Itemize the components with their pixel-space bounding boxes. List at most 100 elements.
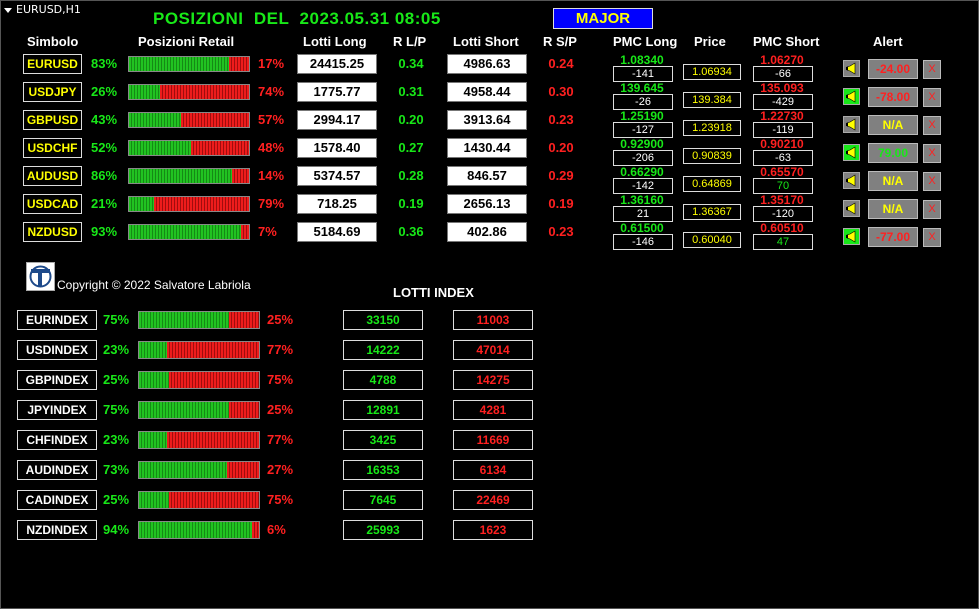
index-lotti-short: 47014 [453, 340, 533, 360]
symbol-button-gbpusd[interactable]: GBPUSD [23, 110, 82, 130]
pmc-short-diff: 47 [753, 234, 813, 250]
alert-value[interactable]: -77.00 [868, 227, 918, 247]
short-bar-fill [229, 312, 259, 328]
long-bar-fill [139, 492, 169, 508]
r-lp-value: 0.27 [398, 140, 424, 155]
remove-alert-button[interactable]: X [923, 228, 941, 247]
chart-symbol-label[interactable]: EURUSD,H1 [4, 3, 81, 16]
index-lotti-short: 6134 [453, 460, 533, 480]
long-bar-fill [129, 169, 233, 183]
lotti-short-value: 4958.44 [447, 82, 527, 102]
col-header-lotti-long: Lotti Long [303, 34, 367, 49]
lotti-short-value: 846.57 [447, 166, 527, 186]
index-lotti-short: 1623 [453, 520, 533, 540]
alert-bell-icon[interactable] [843, 172, 860, 189]
alert-value[interactable]: -24.00 [868, 59, 918, 79]
remove-alert-button[interactable]: X [923, 144, 941, 163]
lotti-short-value: 4986.63 [447, 54, 527, 74]
r-sp-value: 0.24 [548, 56, 574, 71]
alert-bell-icon[interactable] [843, 60, 860, 77]
pmc-long-diff: -146 [613, 234, 673, 250]
long-bar-fill [139, 522, 252, 538]
page-title: POSIZIONI DEL 2023.05.31 08:05 [153, 9, 441, 28]
index-button-nzdindex[interactable]: NZDINDEX [17, 520, 97, 540]
symbol-button-eurusd[interactable]: EURUSD [23, 54, 82, 74]
pmc-short-diff: -66 [753, 66, 813, 82]
lotti-long-value: 5184.69 [297, 222, 377, 242]
alert-bell-icon[interactable] [843, 144, 860, 161]
retail-position-bar [128, 84, 250, 100]
long-bar-fill [139, 402, 229, 418]
r-sp-value: 0.23 [548, 224, 574, 239]
index-button-cadindex[interactable]: CADINDEX [17, 490, 97, 510]
retail-position-bar [128, 224, 250, 240]
index-button-jpyindex[interactable]: JPYINDEX [17, 400, 97, 420]
remove-alert-button[interactable]: X [923, 172, 941, 191]
alert-value[interactable]: -78.00 [868, 87, 918, 107]
short-bar-fill [226, 462, 259, 478]
index-lotti-long: 12891 [343, 400, 423, 420]
short-bar-fill [154, 197, 249, 211]
symbol-button-nzdusd[interactable]: NZDUSD [23, 222, 82, 242]
lotti-long-value: 718.25 [297, 194, 377, 214]
short-bar-fill [169, 372, 259, 388]
index-lotti-long: 25993 [343, 520, 423, 540]
alert-bell-icon[interactable] [843, 200, 860, 217]
short-bar-fill [251, 522, 259, 538]
alert-bell-icon[interactable] [843, 116, 860, 133]
major-button[interactable]: MAJOR [553, 8, 653, 29]
symbol-button-usdcad[interactable]: USDCAD [23, 194, 82, 214]
alert-value[interactable]: N/A [868, 171, 918, 191]
index-lotti-long: 16353 [343, 460, 423, 480]
symbol-button-usdjpy[interactable]: USDJPY [23, 82, 82, 102]
r-lp-value: 0.31 [398, 84, 424, 99]
symbol-button-audusd[interactable]: AUDUSD [23, 166, 82, 186]
index-button-eurindex[interactable]: EURINDEX [17, 310, 97, 330]
pmc-short-value: 0.90210 [760, 137, 804, 151]
lotti-long-value: 1578.40 [297, 138, 377, 158]
chart-menu-caret-icon[interactable] [4, 7, 12, 13]
pmc-short-value: 0.65570 [760, 165, 804, 179]
lotti-short-value: 2656.13 [447, 194, 527, 214]
pmc-long-value: 139.645 [620, 81, 664, 95]
short-bar-fill [240, 225, 249, 239]
alert-bell-icon[interactable] [843, 88, 860, 105]
col-header-posizioni-retail: Posizioni Retail [138, 34, 235, 49]
alert-value[interactable]: 79.00 [868, 143, 918, 163]
symbol-button-usdchf[interactable]: USDCHF [23, 138, 82, 158]
index-long-percent: 23% [103, 342, 130, 357]
index-button-audindex[interactable]: AUDINDEX [17, 460, 97, 480]
pmc-long-diff: -26 [613, 94, 673, 110]
long-bar-fill [129, 113, 181, 127]
pmc-long-value: 1.08340 [620, 53, 664, 67]
lotti-long-value: 5374.57 [297, 166, 377, 186]
long-percent: 93% [91, 224, 118, 239]
long-bar-fill [139, 372, 169, 388]
index-position-bar [138, 401, 260, 419]
index-button-gbpindex[interactable]: GBPINDEX [17, 370, 97, 390]
index-button-usdindex[interactable]: USDINDEX [17, 340, 97, 360]
alert-value[interactable]: N/A [868, 115, 918, 135]
index-position-bar [138, 371, 260, 389]
alert-bell-icon[interactable] [843, 228, 860, 245]
index-position-bar [138, 521, 260, 539]
long-bar-fill [129, 225, 241, 239]
r-sp-value: 0.30 [548, 84, 574, 99]
remove-alert-button[interactable]: X [923, 116, 941, 135]
alert-value[interactable]: N/A [868, 199, 918, 219]
remove-alert-button[interactable]: X [923, 60, 941, 79]
remove-alert-button[interactable]: X [923, 88, 941, 107]
short-bar-fill [232, 169, 249, 183]
pmc-short-value: 1.35170 [760, 193, 804, 207]
remove-alert-button[interactable]: X [923, 200, 941, 219]
index-button-chfindex[interactable]: CHFINDEX [17, 430, 97, 450]
short-bar-fill [228, 57, 249, 71]
lotti-short-value: 402.86 [447, 222, 527, 242]
index-short-percent: 77% [267, 342, 294, 357]
pmc-short-value: 135.093 [760, 81, 804, 95]
index-short-percent: 77% [267, 432, 294, 447]
lotti-long-value: 1775.77 [297, 82, 377, 102]
pmc-long-value: 1.25190 [620, 109, 664, 123]
r-sp-value: 0.23 [548, 112, 574, 127]
price-value: 1.23918 [683, 120, 741, 136]
